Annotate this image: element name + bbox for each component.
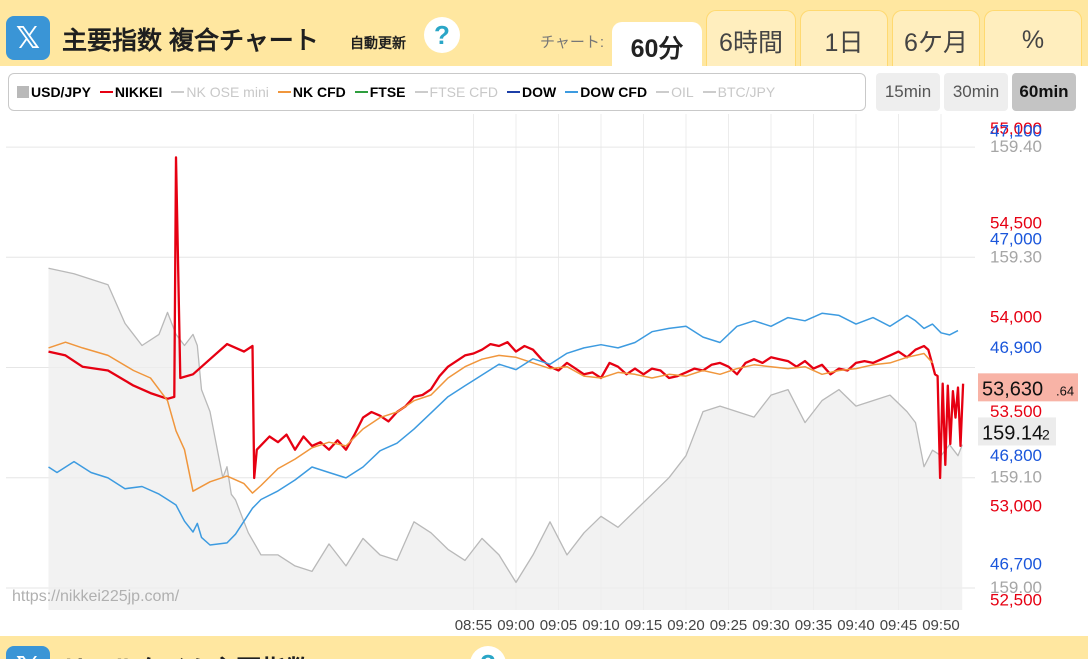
nikkei-current-box [978, 373, 1078, 402]
legend-label: USD/JPY [31, 84, 91, 100]
legend-item[interactable]: NK CFD [277, 84, 346, 100]
usdjpy-current-decimals: 2 [1042, 426, 1050, 442]
tab-1day[interactable]: 1日 [800, 10, 888, 70]
legend-item[interactable]: DOW [506, 84, 557, 100]
legend-label: NK OSE mini [186, 84, 269, 100]
legend-item[interactable]: NK OSE mini [171, 84, 269, 100]
auto-update-label: 自動更新 [350, 35, 406, 51]
legend-label: NIKKEI [114, 84, 163, 100]
legend-swatch [354, 91, 368, 93]
legend-label: BTC/JPY [717, 84, 776, 100]
legend-item[interactable]: NIKKEI [99, 84, 163, 100]
legend-swatch [414, 91, 428, 93]
x-tick-label: 09:40 [837, 617, 875, 634]
x-tick-label: 09:50 [922, 617, 960, 634]
chart-range-label: チャート: [540, 34, 605, 51]
x-logo-icon[interactable]: 𝕏 [6, 646, 50, 659]
watermark-text: https://nikkei225jp.com/ [12, 588, 180, 605]
series-line-nikkei [48, 156, 965, 480]
legend-label: NK CFD [292, 84, 346, 100]
top-header: 𝕏 主要指数 複合チャート 自動更新 ? チャート: 60分 6時間 1日 6ケ… [0, 0, 1088, 70]
page-title: 主要指数 複合チャート [62, 27, 319, 55]
help-icon[interactable]: ? [424, 17, 460, 53]
y-tick-label-usdjpy: 159.30 [990, 247, 1042, 266]
y-tick-label-nikkei: 53,500 [990, 402, 1042, 421]
nikkei-current-decimals: .64 [1056, 383, 1074, 398]
legend-item[interactable]: FTSE [354, 84, 406, 100]
legend-label: DOW CFD [580, 84, 648, 100]
tab-6months[interactable]: 6ケ月 [892, 10, 980, 70]
legend-swatch [702, 91, 716, 93]
x-tick-label: 09:25 [710, 617, 748, 634]
y-tick-label-dow: 46,700 [990, 555, 1042, 574]
y-tick-label-dow: 47,000 [990, 230, 1042, 249]
series-line-nk-cfd [48, 341, 934, 494]
y-tick-label-usdjpy: 159.00 [990, 578, 1042, 597]
x-tick-label: 09:05 [540, 617, 578, 634]
y-tick-label-dow: 46,900 [990, 338, 1042, 357]
legend-swatch [565, 91, 579, 93]
legend-label: DOW [521, 84, 557, 100]
usdjpy-area [48, 268, 963, 610]
x-tick-label: 09:45 [880, 617, 918, 634]
legend-swatch [506, 91, 520, 93]
nikkei-current-value: 53,630 [982, 378, 1043, 400]
composite-line-chart[interactable]: 55,000 54,500 54,000 53,500 53,000 52,500 47,1… [0, 66, 1088, 636]
legend-swatch [99, 91, 113, 93]
y-tick-label-nikkei: 55,000 [990, 119, 1042, 138]
x-logo-icon[interactable]: 𝕏 [6, 16, 50, 60]
x-tick-label: 09:00 [497, 617, 535, 634]
interval-60min-button[interactable]: 60min [1012, 73, 1076, 111]
legend-item[interactable]: OIL [656, 84, 694, 100]
tab-6hours[interactable]: 6時間 [706, 10, 796, 70]
legend-swatch [656, 91, 670, 93]
x-tick-label: 09:30 [752, 617, 790, 634]
usdjpy-current-box [978, 417, 1056, 446]
legend-item[interactable]: FTSE CFD [414, 84, 498, 100]
x-tick-label: 09:10 [582, 617, 620, 634]
y-tick-label-nikkei: 52,500 [990, 591, 1042, 610]
usdjpy-current-value: 159.14 [982, 422, 1043, 444]
legend-item[interactable]: BTC/JPY [702, 84, 776, 100]
help-icon[interactable]: ? [470, 646, 506, 659]
y-tick-label-nikkei: 54,500 [990, 213, 1042, 232]
tab-percent[interactable]: % [984, 10, 1082, 70]
legend-label: OIL [671, 84, 694, 100]
y-tick-label-dow: 46,800 [990, 446, 1042, 465]
series-line-usd-jpy [48, 267, 963, 584]
y-tick-label-dow: 47,100 [990, 121, 1042, 140]
legend-swatch [277, 91, 291, 93]
interval-15min-button[interactable]: 15min [876, 73, 940, 111]
series-line-dow-cfd [48, 312, 959, 546]
legend-item[interactable]: USD/JPY [17, 84, 91, 100]
y-tick-label-usdjpy: 159.10 [990, 468, 1042, 487]
next-section-title: リアルタイム主要指数 [62, 650, 311, 659]
next-section-header: 𝕏 リアルタイム主要指数 ? [0, 636, 1088, 659]
x-tick-label: 09:15 [625, 617, 663, 634]
x-tick-label: 09:35 [795, 617, 833, 634]
legend-label: FTSE [369, 84, 406, 100]
tab-60min[interactable]: 60分 [612, 22, 702, 70]
legend-swatch [17, 86, 29, 98]
legend-label: FTSE CFD [429, 84, 498, 100]
y-tick-label-nikkei: 54,000 [990, 308, 1042, 327]
interval-30min-button[interactable]: 30min [944, 73, 1008, 111]
y-tick-label-nikkei: 53,000 [990, 496, 1042, 515]
x-tick-label: 09:20 [667, 617, 705, 634]
series-legend: USD/JPY NIKKEI NK OSE mini NK CFD FTSE FTSE C… [8, 73, 866, 111]
x-tick-label: 08:55 [455, 617, 493, 634]
legend-item[interactable]: DOW CFD [565, 84, 647, 100]
y-tick-label-usdjpy: 159.40 [990, 137, 1042, 156]
legend-swatch [171, 91, 185, 93]
